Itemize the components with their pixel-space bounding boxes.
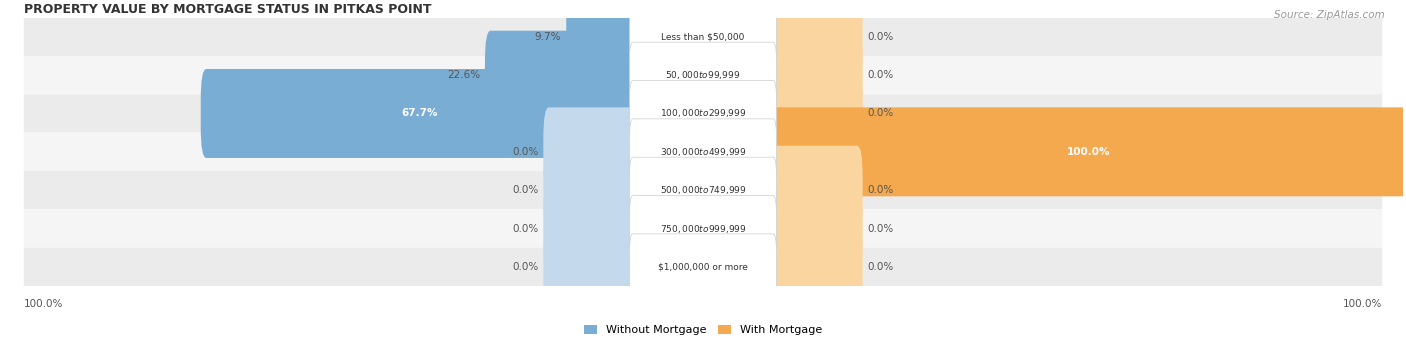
FancyBboxPatch shape: [768, 31, 863, 120]
Text: 100.0%: 100.0%: [24, 299, 63, 309]
Text: $1,000,000 or more: $1,000,000 or more: [658, 262, 748, 271]
FancyBboxPatch shape: [768, 184, 863, 273]
Text: Source: ZipAtlas.com: Source: ZipAtlas.com: [1274, 10, 1385, 20]
FancyBboxPatch shape: [768, 146, 863, 235]
Text: 0.0%: 0.0%: [868, 185, 894, 195]
FancyBboxPatch shape: [24, 171, 1382, 209]
FancyBboxPatch shape: [630, 4, 776, 70]
Text: 0.0%: 0.0%: [512, 262, 538, 272]
Text: 67.7%: 67.7%: [401, 108, 437, 118]
Text: 0.0%: 0.0%: [868, 223, 894, 234]
Text: $500,000 to $749,999: $500,000 to $749,999: [659, 184, 747, 196]
FancyBboxPatch shape: [630, 42, 776, 108]
FancyBboxPatch shape: [768, 222, 863, 311]
FancyBboxPatch shape: [543, 222, 638, 311]
Text: 0.0%: 0.0%: [868, 70, 894, 80]
FancyBboxPatch shape: [24, 56, 1382, 94]
FancyBboxPatch shape: [24, 18, 1382, 56]
FancyBboxPatch shape: [630, 234, 776, 300]
FancyBboxPatch shape: [630, 119, 776, 185]
Text: 0.0%: 0.0%: [512, 223, 538, 234]
Text: 9.7%: 9.7%: [534, 32, 561, 42]
Text: 0.0%: 0.0%: [868, 108, 894, 118]
FancyBboxPatch shape: [24, 94, 1382, 133]
FancyBboxPatch shape: [768, 0, 863, 81]
FancyBboxPatch shape: [24, 209, 1382, 248]
Text: 0.0%: 0.0%: [868, 262, 894, 272]
Text: $750,000 to $999,999: $750,000 to $999,999: [659, 223, 747, 235]
Text: 100.0%: 100.0%: [1066, 147, 1109, 157]
Text: $100,000 to $299,999: $100,000 to $299,999: [659, 107, 747, 119]
FancyBboxPatch shape: [485, 31, 638, 120]
FancyBboxPatch shape: [543, 107, 638, 196]
FancyBboxPatch shape: [567, 0, 638, 81]
Text: 0.0%: 0.0%: [512, 147, 538, 157]
FancyBboxPatch shape: [630, 80, 776, 147]
Text: 22.6%: 22.6%: [447, 70, 479, 80]
Text: $50,000 to $99,999: $50,000 to $99,999: [665, 69, 741, 81]
Text: 0.0%: 0.0%: [868, 32, 894, 42]
Text: Less than $50,000: Less than $50,000: [661, 32, 745, 41]
FancyBboxPatch shape: [768, 107, 1406, 196]
FancyBboxPatch shape: [543, 146, 638, 235]
Text: 0.0%: 0.0%: [512, 185, 538, 195]
FancyBboxPatch shape: [630, 195, 776, 262]
FancyBboxPatch shape: [24, 248, 1382, 286]
Legend: Without Mortgage, With Mortgage: Without Mortgage, With Mortgage: [579, 320, 827, 340]
Text: PROPERTY VALUE BY MORTGAGE STATUS IN PITKAS POINT: PROPERTY VALUE BY MORTGAGE STATUS IN PIT…: [24, 3, 432, 16]
Text: 100.0%: 100.0%: [1343, 299, 1382, 309]
Text: $300,000 to $499,999: $300,000 to $499,999: [659, 146, 747, 158]
FancyBboxPatch shape: [630, 157, 776, 223]
FancyBboxPatch shape: [543, 184, 638, 273]
FancyBboxPatch shape: [201, 69, 638, 158]
FancyBboxPatch shape: [24, 133, 1382, 171]
FancyBboxPatch shape: [768, 69, 863, 158]
